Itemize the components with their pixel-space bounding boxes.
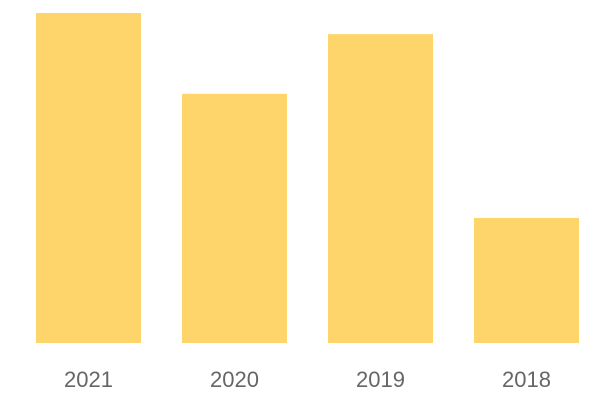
x-tick-label-2021: 2021: [64, 367, 113, 392]
bar-2019: [328, 34, 433, 344]
bars-group: [36, 13, 579, 344]
bar-2021: [36, 13, 141, 343]
x-tick-label-2018: 2018: [502, 367, 551, 392]
x-tick-label-2020: 2020: [210, 367, 259, 392]
x-tick-labels: 2021 2020 2019 2018: [64, 367, 551, 392]
x-tick-label-2019: 2019: [356, 367, 405, 392]
bar-2020: [182, 93, 287, 343]
bar-2018: [474, 217, 579, 343]
